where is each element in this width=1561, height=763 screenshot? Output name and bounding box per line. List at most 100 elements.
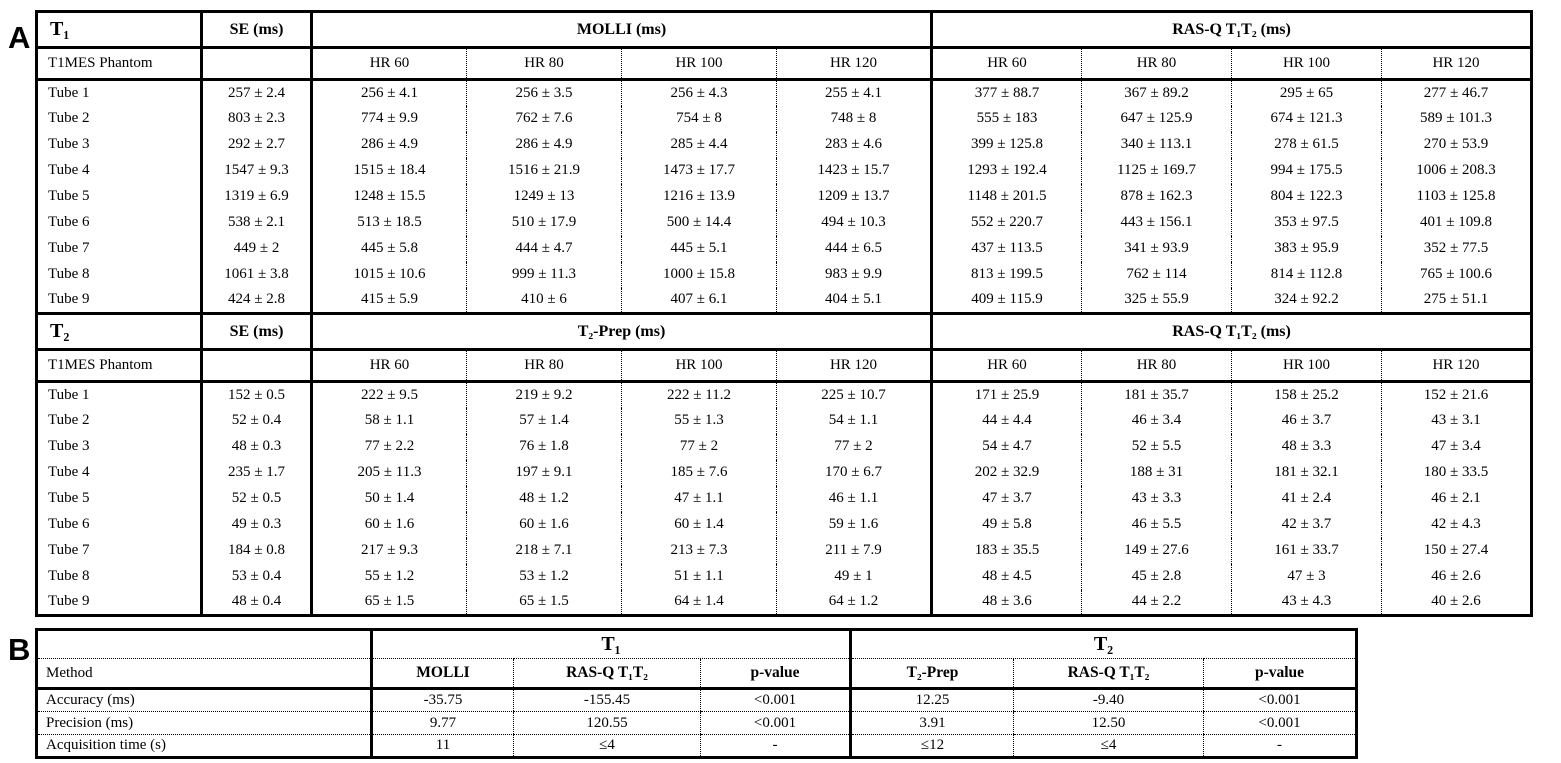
value-cell: 449 ± 2 bbox=[200, 235, 312, 262]
hr-column-header: HR 80 bbox=[1081, 349, 1232, 383]
value-cell: 55 ± 1.2 bbox=[310, 563, 467, 590]
value-cell: 555 ± 183 bbox=[930, 105, 1082, 132]
value-cell: 803 ± 2.3 bbox=[200, 105, 312, 132]
value-cell: 44 ± 2.2 bbox=[1081, 589, 1232, 616]
hr-column-header: HR 100 bbox=[621, 47, 777, 81]
table-row: Tube 1 257 ± 2.4 256 ± 4.1 256 ± 3.5 256 ± 4… bbox=[37, 79, 1532, 106]
row-label: Tube 1 bbox=[48, 84, 90, 101]
value-cell: 12.25 bbox=[849, 688, 1014, 712]
value-cell: 120.55 bbox=[513, 711, 701, 735]
empty-cell bbox=[200, 349, 312, 383]
value-cell: 377 ± 88.7 bbox=[930, 79, 1082, 106]
hr-column-header: HR 60 bbox=[310, 349, 467, 383]
value-cell: 424 ± 2.8 bbox=[200, 287, 312, 314]
value-cell: 43 ± 3.3 bbox=[1081, 485, 1232, 512]
value-cell: 180 ± 33.5 bbox=[1381, 459, 1532, 486]
value-cell: 1000 ± 15.8 bbox=[621, 261, 777, 288]
value-cell: 1249 ± 13 bbox=[466, 183, 622, 210]
value-cell: 42 ± 4.3 bbox=[1381, 511, 1532, 538]
value-cell: 286 ± 4.9 bbox=[466, 131, 622, 158]
row-label: Tube 4 bbox=[48, 162, 90, 178]
value-cell: 257 ± 2.4 bbox=[200, 79, 312, 106]
value-cell: 538 ± 2.1 bbox=[200, 209, 312, 236]
table-row: Tube 9 424 ± 2.8 415 ± 5.9 410 ± 6 407 ± 6.1… bbox=[37, 287, 1532, 314]
value-cell: 50 ± 1.4 bbox=[310, 485, 467, 512]
empty-cell bbox=[36, 629, 372, 659]
value-cell: 51 ± 1.1 bbox=[621, 563, 777, 590]
table-row: Tube 2 803 ± 2.3 774 ± 9.9 762 ± 7.6 754 ± 8… bbox=[37, 105, 1532, 132]
value-cell: 46 ± 2.1 bbox=[1381, 485, 1532, 512]
value-cell: 47 ± 3 bbox=[1231, 563, 1382, 590]
value-cell: 277 ± 46.7 bbox=[1381, 79, 1532, 106]
table-row: Tube 1 152 ± 0.5 222 ± 9.5 219 ± 9.2 222 ± 1… bbox=[37, 381, 1532, 408]
value-cell: 443 ± 156.1 bbox=[1081, 209, 1232, 236]
se-column-header: SE (ms) bbox=[200, 10, 312, 49]
value-cell: 47 ± 3.4 bbox=[1381, 433, 1532, 460]
t2prep-group-header: T₂-Prep (ms) bbox=[309, 312, 932, 351]
value-cell: 324 ± 92.2 bbox=[1231, 287, 1382, 314]
value-cell: 217 ± 9.3 bbox=[310, 537, 467, 564]
value-cell: 48 ± 4.5 bbox=[930, 563, 1082, 590]
table-row: Tube 3 48 ± 0.3 77 ± 2.2 76 ± 1.8 77 ± 2 77 ±… bbox=[37, 433, 1532, 460]
row-label: Tube 7 bbox=[48, 240, 90, 256]
value-cell: 295 ± 65 bbox=[1231, 79, 1382, 106]
value-cell: 181 ± 32.1 bbox=[1231, 459, 1382, 486]
value-cell: 256 ± 3.5 bbox=[466, 79, 622, 106]
value-cell: 589 ± 101.3 bbox=[1381, 105, 1532, 132]
value-cell: 52 ± 5.5 bbox=[1081, 433, 1232, 460]
value-cell: 170 ± 6.7 bbox=[775, 459, 932, 486]
value-cell: 52 ± 0.4 bbox=[200, 407, 312, 434]
value-cell: 225 ± 10.7 bbox=[775, 381, 932, 408]
table-row: Tube 2 52 ± 0.4 58 ± 1.1 57 ± 1.4 55 ± 1.3 54… bbox=[37, 407, 1532, 434]
row-label: Tube 7 bbox=[48, 542, 90, 558]
value-cell: 383 ± 95.9 bbox=[1231, 235, 1382, 262]
row-label: Acquisition time (s) bbox=[36, 734, 372, 758]
value-cell: 45 ± 2.8 bbox=[1081, 563, 1232, 590]
row-label: Tube 5 bbox=[48, 490, 90, 506]
value-cell: 1103 ± 125.8 bbox=[1381, 183, 1532, 210]
value-cell: 48 ± 1.2 bbox=[466, 485, 622, 512]
value-cell: 161 ± 33.7 bbox=[1231, 537, 1382, 564]
empty-cell bbox=[200, 47, 312, 81]
hr-column-header: HR 60 bbox=[930, 47, 1082, 81]
value-cell: 1216 ± 13.9 bbox=[621, 183, 777, 210]
value-cell: 222 ± 11.2 bbox=[621, 381, 777, 408]
table-row: Acquisition time (s) 11 ≤4- ≤12 ≤4- bbox=[36, 734, 1357, 758]
value-cell: 278 ± 61.5 bbox=[1231, 131, 1382, 158]
panel-b-label: B bbox=[8, 632, 31, 667]
value-cell: 513 ± 18.5 bbox=[310, 209, 467, 236]
value-cell: 76 ± 1.8 bbox=[466, 433, 622, 460]
value-cell: 765 ± 100.6 bbox=[1381, 261, 1532, 288]
value-cell: 340 ± 113.1 bbox=[1081, 131, 1232, 158]
table-row: Accuracy (ms) -35.75 -155.45 <0.001 12.25 -9.… bbox=[36, 688, 1357, 712]
value-cell: 407 ± 6.1 bbox=[621, 287, 777, 314]
value-cell: 47 ± 3.7 bbox=[930, 485, 1082, 512]
value-cell: 754 ± 8 bbox=[621, 105, 777, 132]
table-row: Tube 8 53 ± 0.4 55 ± 1.2 53 ± 1.2 51 ± 1.1 49… bbox=[37, 563, 1532, 590]
value-cell: 202 ± 32.9 bbox=[930, 459, 1082, 486]
table-row: Tube 4 235 ± 1.7 205 ± 11.3 197 ± 9.1 185 ± … bbox=[37, 459, 1532, 486]
value-cell: 77 ± 2.2 bbox=[310, 433, 467, 460]
row-label: Tube 8 bbox=[48, 266, 90, 282]
value-cell: 445 ± 5.1 bbox=[621, 235, 777, 262]
value-cell: 283 ± 4.6 bbox=[775, 131, 932, 158]
row-label: Tube 3 bbox=[48, 438, 90, 454]
row-label: Tube 9 bbox=[48, 593, 90, 610]
value-cell: 399 ± 125.8 bbox=[930, 131, 1082, 158]
value-cell: 222 ± 9.5 bbox=[310, 381, 467, 408]
value-cell: 1061 ± 3.8 bbox=[200, 261, 312, 288]
hr-column-header: HR 100 bbox=[1231, 47, 1382, 81]
pvalue-column-header: p-value bbox=[699, 658, 851, 690]
hr-column-header: HR 80 bbox=[466, 47, 622, 81]
value-cell: 1015 ± 10.6 bbox=[310, 261, 467, 288]
value-cell: 256 ± 4.3 bbox=[621, 79, 777, 106]
value-cell: 48 ± 3.6 bbox=[930, 589, 1082, 616]
t2-group-header: T₂ bbox=[849, 629, 1357, 659]
value-cell: 3.91 bbox=[849, 711, 1014, 735]
value-cell: 59 ± 1.6 bbox=[775, 511, 932, 538]
value-cell: 46 ± 1.1 bbox=[775, 485, 932, 512]
value-cell: 762 ± 114 bbox=[1081, 261, 1232, 288]
value-cell: 774 ± 9.9 bbox=[310, 105, 467, 132]
value-cell: 804 ± 122.3 bbox=[1231, 183, 1382, 210]
value-cell: 54 ± 1.1 bbox=[775, 407, 932, 434]
